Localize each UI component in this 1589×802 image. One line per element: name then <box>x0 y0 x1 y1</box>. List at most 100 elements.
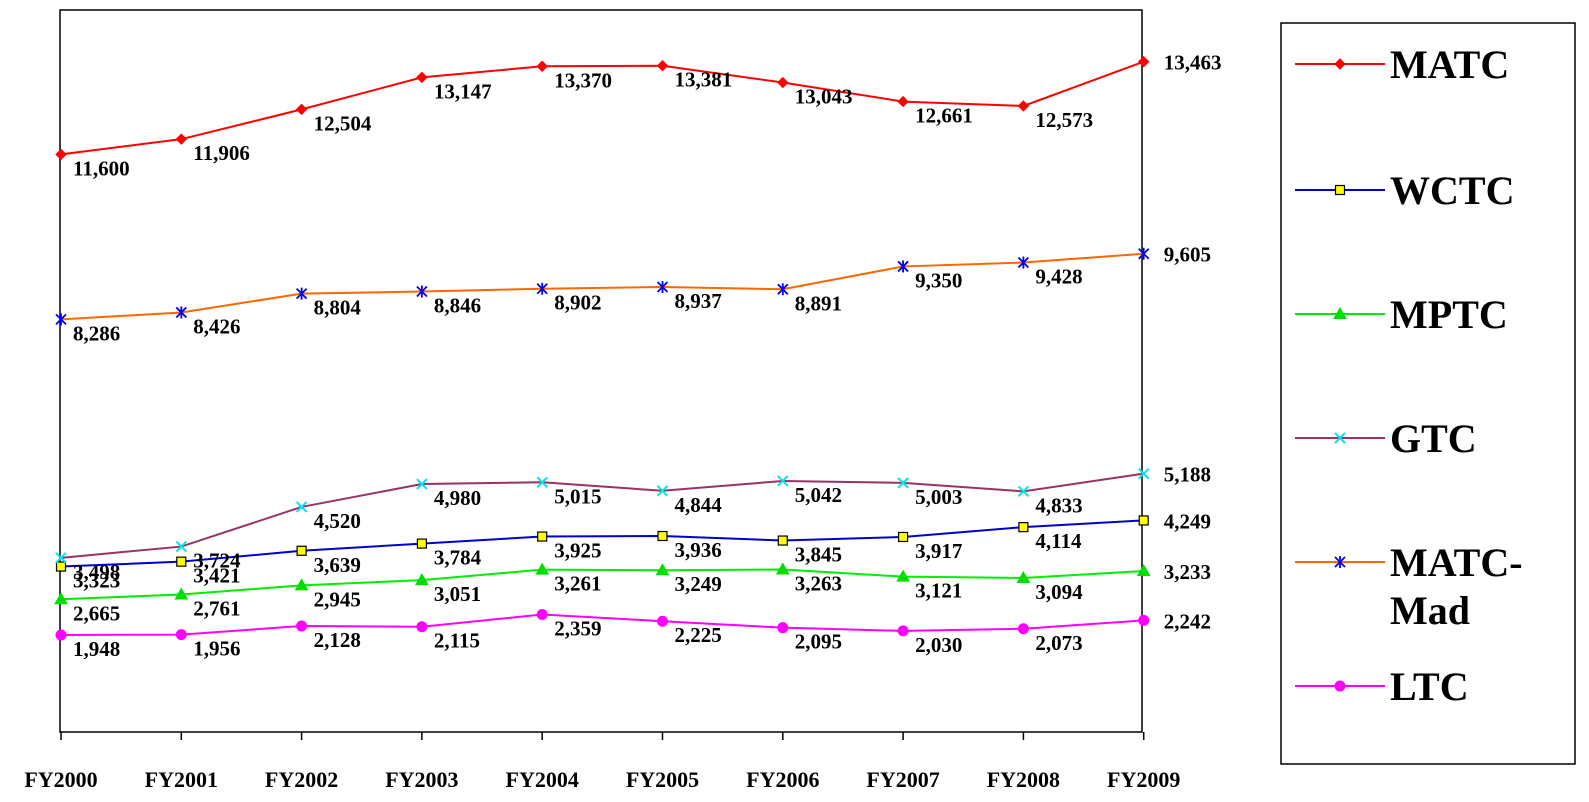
data-label: 2,761 <box>193 597 240 621</box>
data-point <box>1138 247 1150 260</box>
legend-item-ltc: LTC <box>1295 664 1469 709</box>
x-tick-label: FY2002 <box>265 767 338 792</box>
x-axis: FY2000 FY2001 FY2002 FY2003 FY2004 FY2005 FY20… <box>24 732 1180 792</box>
x-tick-label: FY2007 <box>866 767 939 792</box>
data-label: 2,665 <box>73 601 120 625</box>
data-label: 3,094 <box>1035 580 1083 604</box>
data-label: 3,233 <box>1164 560 1211 584</box>
x-tick-label: FY2008 <box>987 767 1060 792</box>
data-label: 13,463 <box>1164 51 1222 75</box>
series-ltc: 1,948 1,956 2,128 2,115 2,359 2,225 2,095 2,030… <box>55 609 1211 661</box>
legend-label: Mad <box>1390 588 1470 633</box>
data-label: 2,128 <box>314 628 361 652</box>
data-point <box>656 60 669 72</box>
data-label: 3,724 <box>193 549 241 573</box>
legend-marker <box>1334 556 1346 568</box>
data-point <box>55 561 67 572</box>
data-label: 12,504 <box>314 111 372 135</box>
data-point <box>657 615 668 627</box>
data-label: 13,147 <box>434 79 492 103</box>
data-point <box>1138 614 1150 626</box>
data-point <box>416 538 427 549</box>
data-point <box>296 620 308 632</box>
data-label: 8,937 <box>675 289 722 313</box>
data-label: 8,891 <box>795 291 842 315</box>
data-point <box>296 545 307 556</box>
data-point <box>777 76 789 89</box>
data-label: 2,115 <box>434 629 480 653</box>
data-point <box>1138 515 1149 526</box>
data-label: 3,784 <box>434 546 482 570</box>
legend-label: LTC <box>1390 664 1469 709</box>
legend-label: WCTC <box>1390 168 1514 213</box>
x-tick-label: FY2009 <box>1107 767 1180 792</box>
data-point <box>537 531 548 542</box>
data-label: 2,359 <box>554 617 601 641</box>
legend-item-matc-mad: MATC-Mad <box>1295 540 1523 633</box>
legend-label: MATC <box>1390 42 1509 87</box>
data-label: 5,015 <box>554 484 601 508</box>
data-point <box>416 478 428 490</box>
data-label: 4,520 <box>314 509 361 533</box>
data-label: 12,661 <box>915 104 973 128</box>
legend-item-matc: MATC <box>1295 42 1509 87</box>
data-point <box>1017 485 1030 498</box>
data-point <box>1136 564 1151 577</box>
data-point <box>657 530 668 542</box>
data-label: 13,381 <box>675 68 733 92</box>
x-tick-label: FY2001 <box>145 767 218 792</box>
data-label: 2,225 <box>675 623 722 647</box>
data-point <box>777 535 788 546</box>
data-point <box>897 260 909 273</box>
series-matc-mad: 8,286 8,426 8,804 8,846 8,902 8,937 8,891 9,350… <box>55 243 1211 345</box>
data-label: 8,286 <box>73 321 120 345</box>
data-label: 13,043 <box>795 85 853 109</box>
data-label: 2,073 <box>1035 631 1082 655</box>
legend-marker <box>1334 184 1346 196</box>
legend-marker <box>1334 58 1346 70</box>
data-point <box>295 103 308 116</box>
series-layer: 11,600 11,906 12,504 13,147 13,370 13,381 13,0… <box>54 51 1222 661</box>
series-line <box>60 519 1144 568</box>
data-label: 3,925 <box>554 539 601 563</box>
legend-label: MPTC <box>1390 292 1508 337</box>
data-point <box>897 95 909 108</box>
x-tick-label: FY2004 <box>506 767 579 792</box>
legend-marker <box>1334 432 1346 444</box>
legend-item-mptc: MPTC <box>1295 292 1508 337</box>
data-point <box>174 587 189 600</box>
data-label: 5,003 <box>915 485 962 509</box>
data-point <box>416 71 428 84</box>
data-point <box>1018 522 1029 533</box>
data-point <box>175 540 188 553</box>
data-label: 2,030 <box>915 633 962 657</box>
series-line <box>60 252 1144 321</box>
data-point <box>897 531 909 543</box>
legend: MATC WCTC MPTC GTC MATC-Mad LTC <box>1295 42 1523 709</box>
data-point <box>55 552 67 564</box>
data-label: 3,639 <box>314 553 361 577</box>
data-point <box>656 280 669 293</box>
data-point <box>777 283 789 296</box>
data-label: 3,121 <box>915 579 962 603</box>
data-label: 3,498 <box>73 560 120 584</box>
data-point <box>536 60 548 72</box>
data-label: 4,980 <box>434 486 481 510</box>
data-point <box>896 569 910 582</box>
series-line <box>60 472 1144 559</box>
data-label: 3,261 <box>554 572 601 596</box>
data-label: 3,263 <box>795 572 842 596</box>
data-label: 3,421 <box>193 564 240 588</box>
data-point <box>416 621 428 633</box>
legend-item-wctc: WCTC <box>1295 168 1514 213</box>
series-line <box>60 60 1145 156</box>
data-point <box>655 563 670 576</box>
data-point <box>175 133 188 145</box>
data-label: 3,249 <box>675 572 722 596</box>
data-label: 8,426 <box>193 314 240 338</box>
legend-marker <box>1333 306 1347 319</box>
data-label: 8,902 <box>554 291 601 315</box>
data-point <box>295 501 308 513</box>
data-point <box>1137 467 1150 480</box>
data-label: 9,350 <box>915 268 962 292</box>
